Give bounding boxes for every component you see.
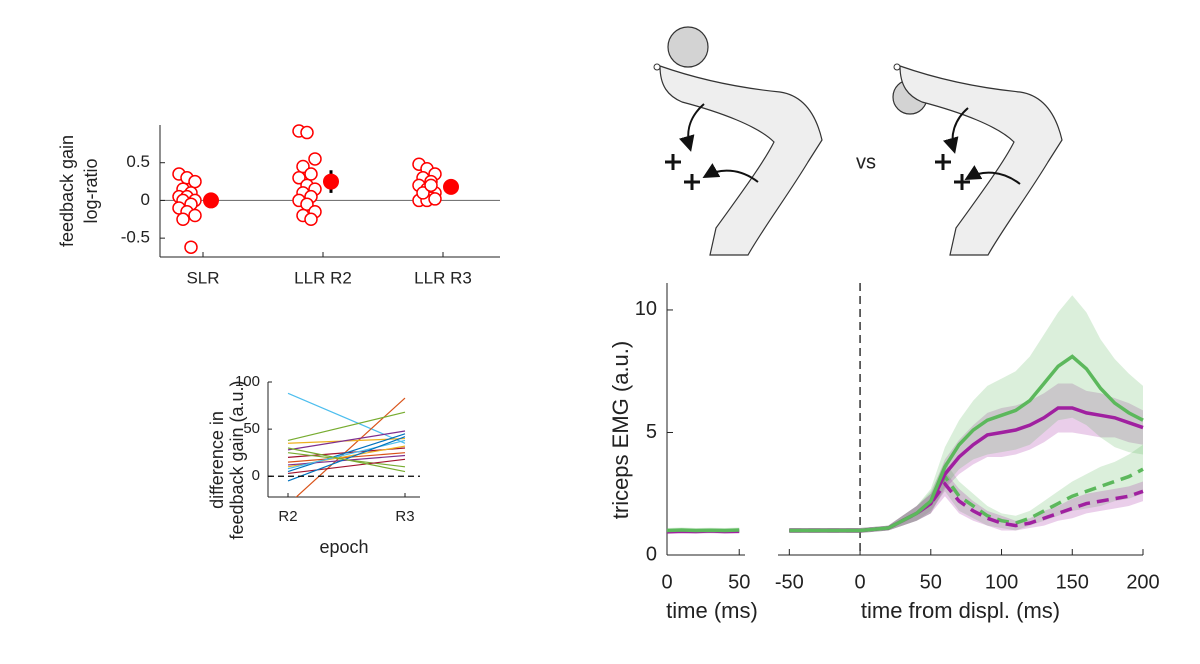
series-line [287,452,406,463]
series-line [287,433,406,473]
series-line [295,397,406,497]
arrow [702,163,759,183]
fingertip [653,63,661,71]
point [304,167,318,181]
x-tick-label: 0 [854,571,865,593]
y-tick-label: 0 [141,190,150,209]
mean-point [443,178,459,195]
series-line [287,436,406,482]
series-line [287,392,406,444]
arrow [679,103,705,152]
target [667,26,709,68]
point [428,192,442,206]
fingertip [893,63,901,71]
point [300,125,314,140]
y-axis-label: feedback gain [57,135,77,247]
y-axis-label: triceps EMG (a.u.) [608,341,633,519]
y-axis-label: difference in [207,411,227,509]
arm-diagram-left [653,26,823,256]
x-axis-label: time from displ. (ms) [861,598,1060,623]
x-axis-label: epoch [319,537,368,557]
y-axis-label: feedback gain (a.u.) [227,380,247,539]
cross [665,154,700,190]
arrow [943,107,969,154]
point [416,186,430,200]
x-tick-label: 50 [920,571,942,593]
x-tick-label: R3 [395,508,414,525]
point [424,178,438,193]
chart-gain-ratio: -0.5 0 0.5 feedback gain log-ratio SLR LLR R2 L… [57,124,500,287]
chart-gain-difference: 0 50 100 difference in feedback gain (a.u.) e… [207,373,420,557]
point [176,212,190,227]
x-tick-label: 100 [985,571,1018,593]
mean-point [203,192,219,209]
y-tick-label: 0 [252,467,260,484]
series-line [287,411,406,442]
point [188,208,202,223]
x-tick-label: R2 [278,508,297,525]
y-tick-label: 100 [235,373,260,390]
x-tick-label: 150 [1056,571,1089,593]
series-group [268,392,420,497]
x-tick-label: 200 [1126,571,1159,593]
y-tick-label: 0 [646,543,657,565]
error-band [789,444,1143,533]
y-tick-label: 10 [635,298,657,320]
x-tick-label: 0 [661,571,672,593]
series-line [287,430,406,451]
x-tick-label: SLR [186,268,219,287]
series-line [287,439,406,470]
arm [659,65,823,256]
error-band [789,295,1143,533]
y-tick-label: 5 [646,421,657,443]
series-line [287,447,406,473]
series-line [287,458,406,475]
arm [899,65,1063,256]
point [188,174,202,189]
x-tick-label: -50 [775,571,804,593]
series-line [789,354,1144,533]
x-axis-label: time (ms) [666,598,758,623]
arrow [964,165,1021,185]
x-tick-label: 50 [728,571,750,593]
y-tick-label: -0.5 [121,228,150,247]
point [308,152,322,166]
vs-label: vs [856,151,876,173]
x-tick-label: LLR R2 [294,268,352,287]
error-band [789,383,1143,533]
point [292,171,306,185]
point [304,212,318,227]
arm-diagram-right [892,63,1063,256]
y-tick-label: 0.5 [126,152,150,171]
cross [935,154,970,190]
y-tick-label: 50 [243,420,260,437]
point [184,240,198,254]
x-tick-label: LLR R3 [414,268,472,287]
mean-point [323,173,339,190]
y-axis-label: log-ratio [81,158,101,223]
